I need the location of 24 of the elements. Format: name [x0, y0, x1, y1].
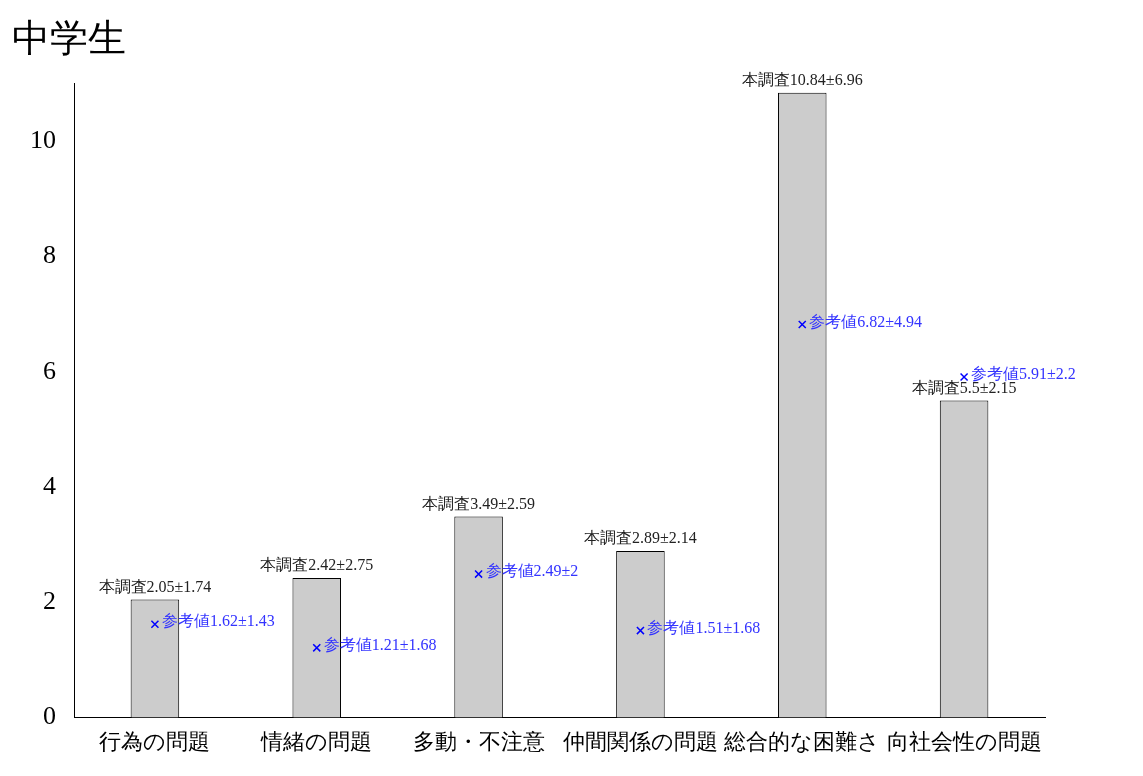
- x-tick-label: 仲間関係の問題: [562, 728, 718, 754]
- y-tick-label: 4: [43, 470, 56, 500]
- point: [474, 569, 483, 579]
- y-tick-label: 6: [43, 355, 56, 385]
- y-tick-label: 0: [43, 701, 56, 731]
- data-label: 本調査3.49±2.59: [422, 494, 535, 512]
- x-tick-label: 向社会性の問題: [886, 728, 1042, 754]
- chart-title: 中学生: [12, 16, 126, 59]
- point: [636, 626, 645, 635]
- point: [797, 320, 807, 329]
- point: [150, 619, 160, 629]
- x-tick-label: 総合的な困難さ: [723, 728, 881, 754]
- data-label: 本調査10.84±6.96: [741, 71, 863, 89]
- data-label: 本調査2.89±2.14: [584, 529, 697, 547]
- x-tick-label: 行為の問題: [99, 728, 211, 754]
- point: [312, 643, 322, 653]
- data-label: 本調査2.05±1.74: [98, 577, 212, 595]
- x-tick-label: 情緒の問題: [260, 728, 373, 754]
- y-tick-label: 8: [43, 240, 56, 270]
- y-tick-label: 10: [30, 125, 56, 155]
- data-label: 本調査2.42±2.75: [260, 556, 374, 574]
- x-tick-label: 多動・不注意: [412, 728, 545, 754]
- data-label: 参考値6.82±4.94: [809, 312, 923, 330]
- y-tick-label: 2: [43, 586, 56, 616]
